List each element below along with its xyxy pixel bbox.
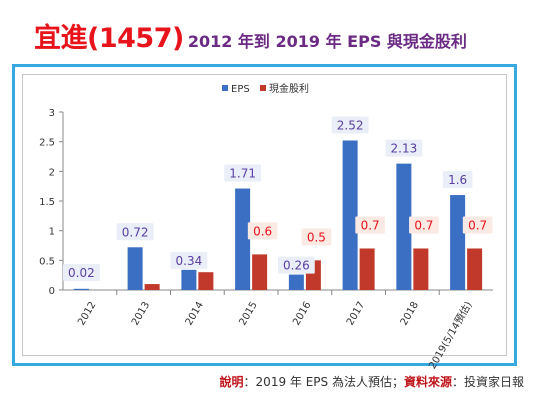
x-tick-label: 2013 [130, 300, 152, 328]
eps-data-label: 1.6 [448, 173, 467, 187]
eps-data-label: 2.13 [391, 142, 418, 156]
y-tick-label: 0.5 [39, 256, 55, 267]
x-tick-label: 2016 [291, 300, 313, 328]
chart-title: 宜進(1457) 2012 年到 2019 年 EPS 與現金股利 [34, 16, 467, 55]
eps-bar [396, 163, 412, 290]
footnote-source-key: 資料來源 [403, 375, 452, 389]
dividend-data-label: 0.7 [468, 218, 487, 232]
eps-bar [127, 247, 143, 290]
eps-label-box [385, 139, 423, 157]
dividend-bar [413, 248, 429, 290]
x-tick-label: 2018 [399, 300, 421, 328]
chart-inner-border [22, 74, 507, 356]
dividend-data-label: 0.7 [414, 218, 433, 232]
eps-label-box [442, 171, 473, 189]
x-tick-label: 2017 [345, 300, 367, 328]
dividend-bar [467, 248, 483, 290]
legend-label: 現金股利 [269, 82, 309, 95]
dividend-label-box [355, 216, 385, 234]
eps-data-label: 0.34 [176, 254, 203, 268]
x-tick-label: 2012 [76, 300, 98, 328]
eps-label-box [116, 223, 154, 241]
eps-label-box [224, 164, 262, 182]
dividend-label-box [409, 216, 439, 234]
legend-swatch [260, 85, 266, 91]
eps-label-box [331, 116, 369, 134]
dividend-bar [198, 272, 214, 290]
y-tick-label: 3 [49, 108, 55, 119]
eps-data-label: 0.02 [68, 266, 95, 280]
legend-label: EPS [231, 84, 250, 95]
x-tick-label: 2019(5/14預估) [426, 299, 475, 371]
x-tick-label: 2015 [237, 300, 259, 328]
eps-data-label: 0.26 [283, 259, 310, 273]
y-tick-label: 2 [49, 167, 55, 178]
chart-frame [12, 64, 517, 366]
title-subtitle: 2012 年到 2019 年 EPS 與現金股利 [187, 32, 467, 51]
eps-data-label: 2.52 [337, 118, 364, 132]
eps-bar [235, 188, 251, 290]
dividend-data-label: 0.6 [253, 224, 272, 238]
title-company: 宜進(1457) [34, 23, 184, 54]
eps-bar [288, 274, 304, 290]
y-tick-label: 2.5 [39, 138, 55, 149]
dividend-label-box [247, 222, 278, 240]
eps-data-label: 1.71 [229, 167, 256, 181]
dividend-data-label: 0.5 [307, 230, 326, 244]
footnote-note-text: ：2019 年 EPS 為法人預估； [243, 375, 404, 389]
x-tick-label: 2014 [184, 300, 206, 328]
eps-label-box [277, 256, 315, 274]
footnote-source-text: ：投資家日報 [451, 375, 524, 389]
eps-bar [450, 195, 466, 290]
eps-bar [181, 269, 197, 290]
dividend-data-label: 0.7 [361, 218, 380, 232]
y-tick-label: 1 [49, 227, 55, 238]
eps-bar [342, 140, 358, 290]
legend-swatch [222, 85, 228, 91]
dividend-bar [252, 254, 268, 290]
dividend-bar [359, 248, 375, 290]
dividend-bar [144, 284, 160, 290]
y-tick-label: 1.5 [39, 197, 55, 208]
eps-data-label: 0.72 [122, 225, 149, 239]
eps-label-box [170, 251, 208, 269]
footnote-note-key: 說明 [219, 375, 244, 389]
eps-label-box [62, 264, 100, 281]
y-tick-label: 0 [49, 286, 55, 297]
footnote: 說明：2019 年 EPS 為法人預估；資料來源：投資家日報 [220, 373, 524, 390]
eps-bar [73, 288, 89, 290]
dividend-label-box [301, 228, 332, 246]
dividend-label-box [462, 216, 493, 234]
